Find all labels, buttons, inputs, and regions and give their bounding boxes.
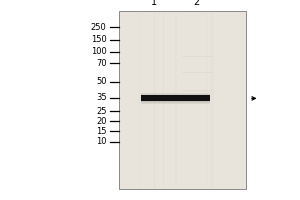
Text: 35: 35 [96, 94, 106, 102]
Text: 2: 2 [194, 0, 200, 7]
Bar [141, 94, 210, 103]
Text: 25: 25 [96, 106, 106, 116]
Text: 250: 250 [91, 22, 106, 31]
Text: 20: 20 [96, 116, 106, 126]
Bar [141, 95, 210, 102]
Text: 10: 10 [96, 138, 106, 146]
Text: 15: 15 [96, 127, 106, 136]
Bar [118, 11, 246, 189]
Text: 1: 1 [152, 0, 158, 7]
Text: 150: 150 [91, 36, 106, 45]
Bar [141, 95, 210, 101]
Text: 70: 70 [96, 58, 106, 68]
Text: 100: 100 [91, 47, 106, 56]
Bar [141, 93, 210, 104]
Text: 50: 50 [96, 77, 106, 86]
